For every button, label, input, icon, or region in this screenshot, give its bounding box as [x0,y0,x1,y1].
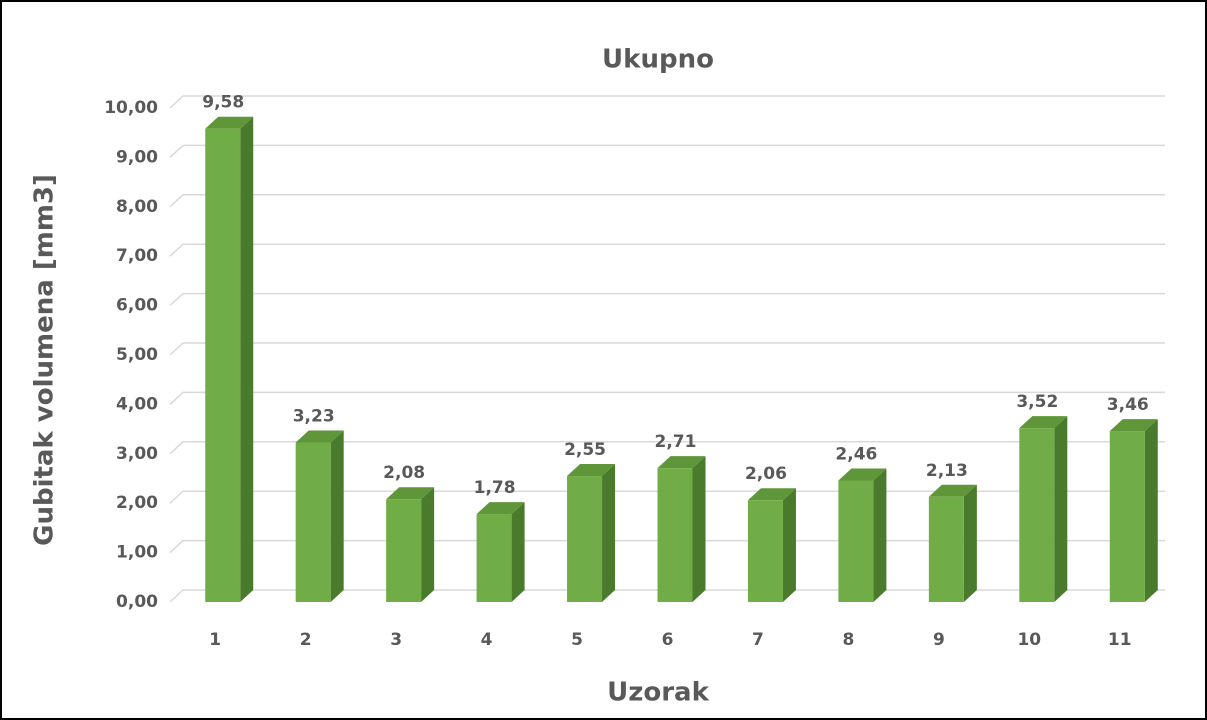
y-tick-label: 4,00 [116,394,158,414]
bar [567,476,603,602]
grid-line [169,194,1165,208]
bar-top [838,468,887,481]
bar [657,468,693,602]
x-tick-label: 9 [933,630,945,650]
bar [295,442,331,602]
bar-top [295,430,344,443]
grid-line [169,490,1165,504]
x-tick-label: 1 [209,630,221,650]
bar-side [1054,416,1068,602]
bar-top [386,487,435,500]
value-label: 2,55 [564,440,606,460]
x-tick-label: 11 [1108,630,1132,650]
bar-side [330,430,344,602]
x-tick-label: 5 [571,630,583,650]
value-label: 3,52 [1016,392,1058,412]
chart-title: Ukupno [602,45,714,75]
y-tick-label: 2,00 [116,493,158,513]
bar-side [1144,419,1158,602]
grid-line [169,342,1165,356]
bar [928,496,964,602]
value-label: 9,58 [202,93,244,113]
grid-line [169,144,1165,158]
x-tick-label: 6 [662,630,674,650]
value-label: 2,46 [835,444,877,464]
bar-top [567,464,616,477]
bar-side [602,464,616,602]
grid-line [169,539,1165,554]
value-label: 2,13 [926,461,968,481]
grid-line [169,95,1165,109]
bar-side [963,484,977,602]
bar [1019,428,1055,602]
bar [205,128,241,603]
y-axis-label: Gubitak volumena [mm3] [30,174,60,546]
x-tick-label: 4 [481,630,493,650]
y-tick-label: 1,00 [116,543,158,563]
bar-side [511,502,525,602]
value-label: 3,46 [1107,395,1149,415]
y-tick-label: 9,00 [116,147,158,167]
grid-line [169,391,1165,405]
bar-top [1109,419,1158,432]
value-label: 1,78 [474,478,516,498]
x-tick-label: 7 [752,630,764,650]
bar-top [1019,416,1068,429]
value-label: 3,23 [293,406,335,426]
x-tick-label: 8 [842,630,854,650]
bar [386,499,422,602]
y-tick-label: 3,00 [116,444,158,464]
bar [747,500,783,602]
bar [838,480,874,602]
bar-top [657,456,706,469]
bar-top [928,484,977,497]
bar-side [873,468,887,602]
bar-side [692,456,706,602]
x-tick-label: 2 [300,630,312,650]
y-tick-label: 0,00 [116,592,158,612]
value-label: 2,08 [383,463,425,483]
grid-line [169,292,1165,307]
bar-top [747,488,796,501]
y-tick-label: 5,00 [116,345,158,365]
y-tick-label: 10,00 [104,98,158,118]
bar-top [205,116,254,129]
bar-side [240,116,254,603]
value-label: 2,71 [655,432,697,452]
y-tick-label: 7,00 [116,246,158,266]
bar [476,514,512,602]
x-tick-label: 3 [390,630,402,650]
x-axis-label: Uzorak [607,678,709,708]
grid-line [169,441,1165,455]
x-tick-label: 10 [1017,630,1041,650]
bar-top [476,502,525,515]
grid-line [169,243,1165,257]
bar-side [421,487,435,602]
grid-line [169,589,1165,603]
bar [1109,431,1145,602]
y-tick-label: 6,00 [116,296,158,316]
y-tick-label: 8,00 [116,197,158,217]
value-label: 2,06 [745,464,787,484]
bar-side [782,488,796,602]
